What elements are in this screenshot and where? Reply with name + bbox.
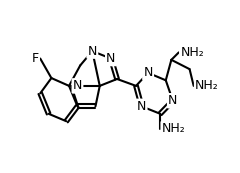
Text: NH₂: NH₂ [180, 46, 204, 59]
Text: N: N [106, 52, 116, 65]
Text: N: N [88, 45, 97, 58]
Text: N: N [168, 94, 178, 107]
Text: N: N [73, 79, 82, 92]
Text: NH₂: NH₂ [162, 122, 186, 135]
Text: N: N [144, 66, 153, 79]
Text: F: F [32, 52, 39, 65]
Text: NH₂: NH₂ [195, 79, 219, 92]
Text: N: N [137, 100, 146, 113]
